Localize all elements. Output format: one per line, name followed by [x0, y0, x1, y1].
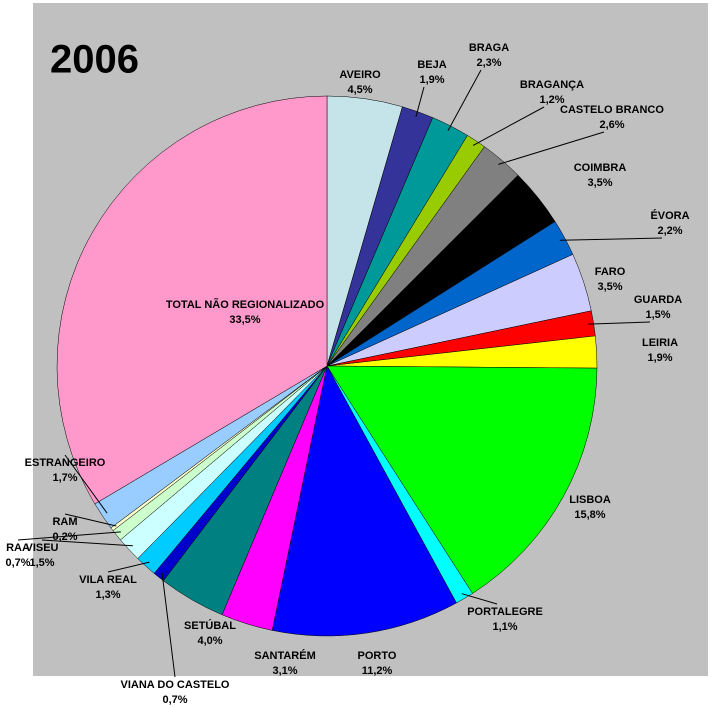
- slice-label: GUARDA: [634, 294, 682, 306]
- slice-label: TOTAL NÃO REGIONALIZADO: [166, 298, 325, 311]
- slice-label: LISBOA: [569, 494, 611, 506]
- slice-label: ÉVORA: [650, 209, 689, 222]
- leader-line: [415, 86, 425, 117]
- slice-value-label: 2,2%: [657, 225, 682, 237]
- pie-slice: [326, 365, 598, 594]
- leader-line: [161, 572, 176, 678]
- slice-label: PORTALEGRE: [467, 606, 543, 618]
- slice-value-label: 1,5%: [645, 309, 670, 321]
- slice-value-label: 3,1%: [272, 665, 297, 677]
- leader-line: [559, 237, 663, 241]
- slice-label: ESTRANGEIRO: [25, 457, 106, 469]
- slice-value-label: 3,5%: [587, 177, 612, 189]
- slice-label: BRAGANÇA: [520, 79, 584, 91]
- slice-label: SANTARÉM: [254, 649, 316, 662]
- slice-label: RAM: [52, 516, 77, 528]
- slice-value-label: 1,9%: [647, 352, 672, 364]
- slice-label: COIMBRA: [574, 162, 627, 174]
- pie-slice: [56, 95, 328, 505]
- slice-value-label: 15,8%: [574, 509, 605, 521]
- leader-line: [41, 539, 133, 547]
- slice-label: CASTELO BRANCO: [560, 104, 664, 116]
- slice-label: LEIRIA: [642, 337, 678, 349]
- slice-value-label: 33,5%: [229, 314, 260, 326]
- leader-line: [498, 131, 605, 165]
- slice-value-label: 4,5%: [347, 84, 372, 96]
- leader-line: [588, 321, 651, 325]
- slice-label: VILA REAL: [79, 574, 137, 586]
- slice-label: SETÚBAL: [184, 619, 236, 632]
- slice-label: RAA: [6, 542, 30, 554]
- leader-line: [472, 106, 545, 146]
- slice-value-label: 1,2%: [539, 94, 564, 106]
- slice-label: VISEU: [25, 542, 58, 554]
- slice-value-label: 11,2%: [362, 665, 393, 677]
- slice-value-label: 2,6%: [599, 119, 624, 131]
- slice-value-label: 0,7%: [162, 694, 187, 706]
- slice-label: BEJA: [417, 59, 446, 71]
- slice-label: FARO: [595, 266, 626, 278]
- leader-line: [447, 69, 482, 131]
- slice-value-label: 1,3%: [95, 589, 120, 601]
- leader-line: [64, 513, 117, 527]
- slice-label: BRAGA: [469, 42, 509, 54]
- slice-label: VIANA DO CASTELO: [121, 679, 230, 691]
- slice-label: PORTO: [358, 650, 397, 662]
- slice-value-label: 2,3%: [476, 57, 501, 69]
- slice-value-label: 1,5%: [29, 557, 54, 569]
- slice-value-label: 0,2%: [52, 531, 77, 543]
- leader-line: [461, 593, 498, 605]
- chart-title: 2006: [50, 38, 139, 82]
- slice-label: AVEIRO: [339, 69, 381, 81]
- slice-value-label: 1,7%: [52, 472, 77, 484]
- pie-slice: [271, 365, 457, 637]
- slice-value-label: 4,0%: [197, 635, 222, 647]
- slice-value-label: 1,9%: [419, 74, 444, 86]
- leader-line: [107, 561, 150, 573]
- leader-line: [17, 531, 121, 541]
- leader-line: [64, 454, 108, 514]
- slice-value-label: 3,5%: [597, 281, 622, 293]
- slice-value-label: 1,1%: [492, 621, 517, 633]
- slice-value-label: 0,7%: [5, 557, 30, 569]
